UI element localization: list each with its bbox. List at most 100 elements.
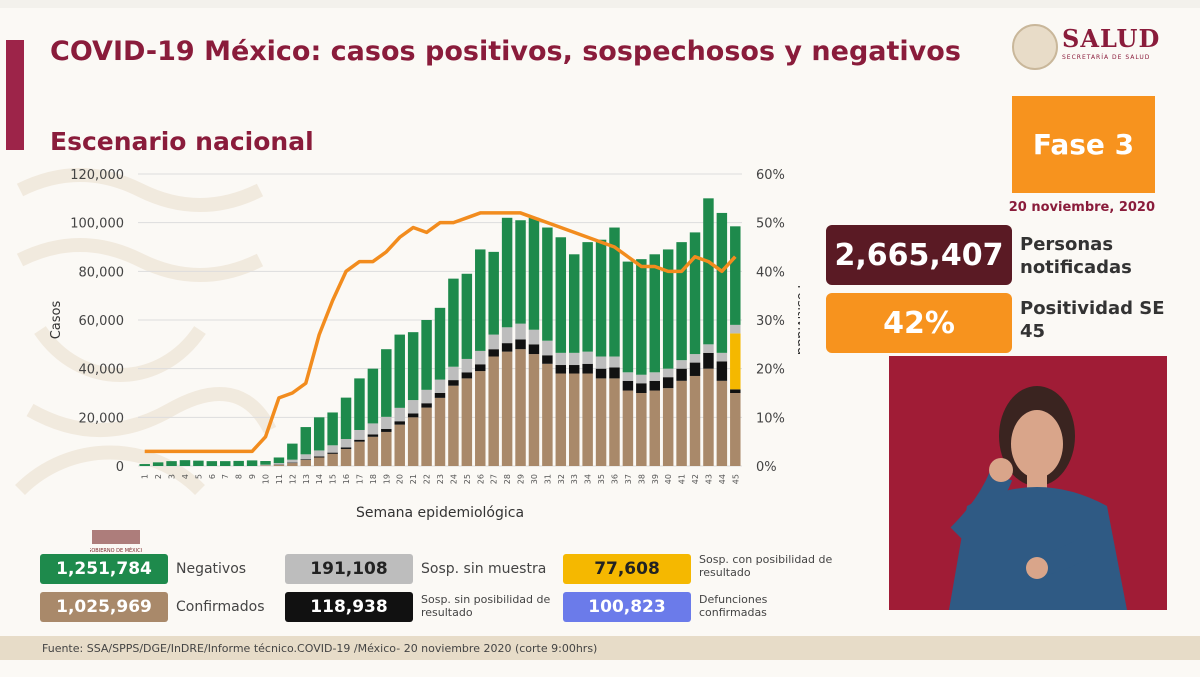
bar-segment bbox=[179, 460, 191, 466]
legend-sosp-con-posibilidad-label: Sosp. con posibilidad de resultado bbox=[699, 553, 833, 579]
bar-segment bbox=[542, 227, 553, 341]
bar-segment bbox=[461, 273, 473, 359]
bar-segment bbox=[595, 368, 607, 379]
bar-segment bbox=[488, 334, 499, 350]
bar-segment bbox=[193, 460, 204, 466]
bar-segment bbox=[662, 249, 674, 369]
x-tick-label: 44 bbox=[718, 474, 727, 484]
y2-tick-label: 50% bbox=[756, 217, 785, 232]
x-tick-label: 45 bbox=[731, 474, 740, 484]
x-tick-label: 29 bbox=[517, 474, 526, 484]
bar-segment bbox=[622, 261, 634, 373]
bar-segment bbox=[354, 429, 365, 440]
bar-segment bbox=[448, 385, 459, 466]
bar-segment bbox=[407, 413, 419, 418]
bar-segment bbox=[367, 434, 379, 437]
x-tick-label: 39 bbox=[651, 474, 660, 484]
bar-segment bbox=[206, 461, 218, 466]
bar-segment bbox=[421, 407, 432, 466]
bar-segment bbox=[676, 380, 687, 466]
bar-segment bbox=[434, 379, 446, 393]
y-axis-label: Casos bbox=[49, 301, 64, 340]
bar-segment bbox=[394, 421, 405, 425]
y-tick-label: 20,000 bbox=[79, 411, 125, 426]
x-tick-label: 12 bbox=[288, 474, 297, 484]
legend-confirmados-value: 1,025,969 bbox=[40, 592, 168, 622]
bar-segment bbox=[528, 329, 540, 345]
bar-segment bbox=[340, 397, 352, 439]
bar-segment bbox=[528, 354, 540, 466]
logo-text: SALUD bbox=[1062, 24, 1161, 53]
bar-segment bbox=[703, 198, 714, 345]
report-date: 20 noviembre, 2020 bbox=[1008, 200, 1155, 215]
legend-defunciones-label: Defunciones confirmadas bbox=[699, 593, 768, 619]
x-tick-label: 20 bbox=[396, 474, 405, 484]
x-tick-label: 27 bbox=[490, 474, 499, 484]
legend-sosp-con-posibilidad-value: 77,608 bbox=[563, 554, 691, 584]
bar-segment bbox=[461, 358, 473, 373]
bar-segment bbox=[407, 417, 419, 466]
y2-tick-label: 30% bbox=[756, 314, 785, 329]
bar-segment bbox=[313, 456, 325, 458]
x-tick-label: 41 bbox=[678, 474, 687, 484]
bar-segment bbox=[381, 429, 392, 432]
legend-negativos-value: 1,251,784 bbox=[40, 554, 168, 584]
phase-badge: Fase 3 bbox=[1012, 96, 1155, 193]
bar-segment bbox=[716, 380, 728, 466]
y2-tick-label: 60% bbox=[756, 168, 785, 183]
bar-segment bbox=[475, 371, 486, 466]
x-tick-label: 31 bbox=[543, 474, 552, 484]
bar-segment bbox=[340, 448, 352, 466]
x-tick-label: 4 bbox=[181, 474, 190, 479]
notified-persons-label: Personas notificadas bbox=[1020, 234, 1132, 278]
legend-defunciones-value: 100,823 bbox=[563, 592, 691, 622]
bar-segment bbox=[730, 226, 741, 325]
legend-sosp-sin-posibilidad-label: Sosp. sin posibilidad de resultado bbox=[421, 593, 551, 619]
bar-segment bbox=[488, 356, 499, 466]
x-tick-label: 38 bbox=[637, 474, 646, 484]
y-tick-label: 100,000 bbox=[70, 217, 124, 232]
interpreter-figure bbox=[949, 386, 1127, 610]
bar-segment bbox=[166, 461, 177, 466]
bar-segment bbox=[233, 460, 244, 466]
x-tick-label: 35 bbox=[597, 474, 606, 484]
x-tick-label: 26 bbox=[476, 474, 485, 484]
bar-segment bbox=[716, 352, 728, 362]
x-tick-label: 10 bbox=[262, 474, 271, 484]
bar-segment bbox=[568, 254, 580, 353]
x-tick-label: 15 bbox=[329, 474, 338, 484]
positivity-line bbox=[144, 211, 737, 454]
x-tick-label: 43 bbox=[704, 474, 713, 484]
bar-segment bbox=[313, 457, 325, 466]
x-tick-label: 28 bbox=[503, 474, 512, 484]
bar-segment bbox=[515, 323, 526, 340]
bar-segment bbox=[636, 383, 647, 393]
bar-segment bbox=[421, 320, 432, 390]
page-title: COVID-19 México: casos positivos, sospec… bbox=[50, 36, 961, 67]
x-tick-label: 22 bbox=[423, 474, 432, 484]
bar-segment bbox=[662, 377, 674, 389]
bar-segment bbox=[220, 461, 231, 466]
bar-segment bbox=[354, 441, 365, 466]
gobierno-logo-text: GOBIERNO DE MÉXICO bbox=[90, 546, 142, 554]
bar-segment bbox=[300, 427, 312, 455]
chart-bars bbox=[139, 198, 741, 466]
bar-segment bbox=[407, 332, 419, 401]
bar-segment bbox=[528, 217, 540, 330]
bar-segment bbox=[434, 307, 446, 380]
bar-segment bbox=[555, 237, 567, 353]
positivity-value: 42% bbox=[826, 293, 1012, 353]
x-tick-label: 2 bbox=[154, 474, 163, 479]
bar-segment bbox=[649, 372, 660, 381]
bar-segment bbox=[488, 251, 499, 335]
bar-segment bbox=[595, 356, 607, 369]
x-tick-label: 21 bbox=[409, 474, 418, 484]
bar-segment bbox=[636, 259, 647, 375]
y2-tick-label: 20% bbox=[756, 363, 785, 378]
bar-segment bbox=[636, 374, 647, 384]
bar-segment bbox=[287, 459, 298, 463]
top-strip bbox=[0, 0, 1200, 8]
legend-confirmados-label: Confirmados bbox=[176, 599, 265, 615]
gobierno-logo: GOBIERNO DE MÉXICO bbox=[87, 524, 145, 556]
bar-segment bbox=[716, 212, 728, 353]
